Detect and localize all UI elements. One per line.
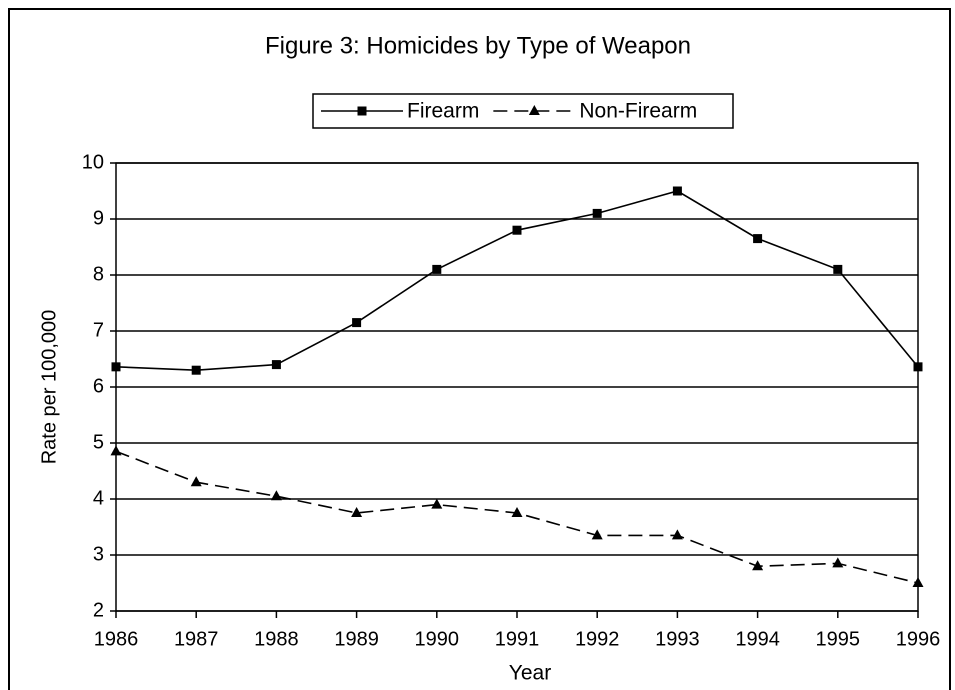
series-line (115, 450, 919, 584)
data-point (912, 577, 924, 587)
data-point (190, 476, 202, 487)
data-point (432, 264, 442, 274)
x-tick-label: 1994 (735, 628, 780, 650)
y-tick-label: 6 (93, 375, 104, 397)
x-tick-label: 1996 (896, 628, 941, 650)
x-tick-label: 1993 (655, 628, 700, 650)
y-tick-label: 8 (93, 263, 104, 285)
x-tick-label: 1990 (415, 628, 460, 650)
legend-marker (528, 105, 540, 115)
data-point (833, 264, 843, 274)
y-tick-label: 3 (93, 543, 104, 565)
data-point (110, 445, 122, 456)
legend-label: Firearm (407, 100, 479, 123)
data-point (351, 507, 363, 517)
data-point (352, 318, 362, 328)
data-point (672, 186, 682, 196)
y-tick-label: 9 (93, 207, 104, 229)
legend-label: Non-Firearm (579, 100, 697, 123)
data-point (591, 529, 603, 540)
data-point (431, 498, 443, 509)
y-tick-label: 10 (82, 151, 104, 173)
x-tick-label: 1988 (254, 628, 299, 650)
data-point (592, 208, 602, 218)
y-tick-label: 7 (93, 319, 104, 341)
data-point (753, 234, 763, 244)
x-tick-label: 1995 (816, 628, 861, 650)
data-point (511, 507, 523, 517)
frame (8, 8, 951, 690)
y-tick-label: 5 (93, 431, 104, 453)
data-point (191, 365, 201, 375)
series-line (115, 190, 919, 372)
x-axis-label: Year (509, 662, 551, 685)
x-tick-label: 1989 (334, 628, 379, 650)
data-point (671, 529, 683, 540)
data-point (271, 360, 281, 370)
y-axis-label: Rate per 100,000 (38, 310, 60, 465)
data-point (752, 560, 764, 571)
chart-title: Figure 3: Homicides by Type of Weapon (265, 32, 691, 59)
y-tick-label: 4 (93, 487, 104, 509)
x-tick-label: 1991 (495, 628, 540, 650)
data-point (512, 225, 522, 235)
x-tick-label: 1987 (174, 628, 219, 650)
data-point (913, 362, 923, 372)
x-tick-label: 1992 (575, 628, 620, 650)
legend-marker (357, 106, 367, 116)
x-tick-label: 1986 (94, 628, 139, 650)
y-tick-label: 2 (93, 599, 104, 621)
data-point (270, 490, 282, 501)
data-point (832, 557, 844, 568)
data-point (111, 362, 121, 372)
